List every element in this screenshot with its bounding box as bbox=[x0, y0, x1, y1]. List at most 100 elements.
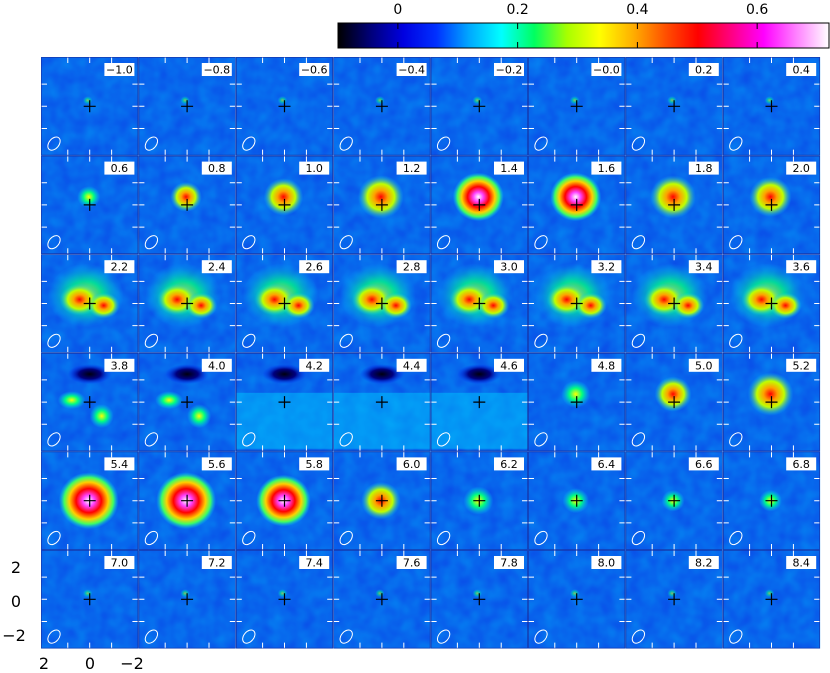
panel-ticks bbox=[41, 352, 139, 452]
beam-ellipse bbox=[436, 629, 451, 644]
panel-border bbox=[333, 254, 431, 353]
channel-panel: −0.2 bbox=[430, 57, 528, 156]
beam-ellipse bbox=[436, 432, 451, 447]
x-tick-label-middle: 0 bbox=[85, 654, 95, 673]
beam-ellipse bbox=[436, 530, 451, 546]
emission-blob bbox=[550, 172, 602, 222]
channel-panel: 3.4 bbox=[625, 254, 723, 353]
panel-label-box bbox=[688, 358, 719, 372]
beam-ellipse bbox=[729, 136, 743, 151]
panel-ticks bbox=[333, 451, 431, 550]
panel-border bbox=[528, 550, 626, 649]
center-marker bbox=[278, 297, 291, 310]
panel-label-box bbox=[396, 358, 427, 372]
colorbar-tick-label: 0.6 bbox=[746, 2, 768, 18]
panel-label-box bbox=[786, 358, 817, 372]
channel-panel: 4.0 bbox=[138, 352, 236, 452]
panel-label-box bbox=[104, 358, 135, 372]
beam-ellipse bbox=[47, 235, 61, 250]
center-marker bbox=[375, 593, 388, 606]
absorption-feature bbox=[359, 364, 404, 385]
panel-label-box bbox=[299, 260, 330, 274]
emission-knot bbox=[282, 292, 315, 319]
emission-blob bbox=[180, 589, 190, 598]
center-marker bbox=[765, 198, 778, 211]
beam-ellipse bbox=[242, 235, 256, 250]
center-marker bbox=[570, 100, 583, 113]
absorption-feature bbox=[262, 364, 307, 385]
panel-velocity-label: 0.6 bbox=[111, 162, 129, 175]
panel-ticks bbox=[138, 550, 236, 649]
beam-ellipse bbox=[47, 136, 61, 151]
channel-panel: 4.2 bbox=[235, 352, 334, 452]
panel-ticks bbox=[41, 254, 139, 353]
emission-blob bbox=[654, 376, 692, 412]
panel-ticks bbox=[722, 352, 821, 452]
panel-border bbox=[430, 57, 528, 156]
panel-velocity-label: 1.8 bbox=[695, 162, 713, 175]
panel-velocity-label: 3.4 bbox=[695, 261, 713, 274]
beam-ellipse bbox=[242, 530, 256, 546]
channel-panel: 1.8 bbox=[625, 155, 723, 255]
panel-ticks bbox=[528, 451, 626, 550]
panel-velocity-label: 7.8 bbox=[500, 557, 518, 570]
panel-border bbox=[722, 352, 820, 452]
panel-label-box bbox=[201, 63, 232, 76]
emission-blob bbox=[667, 589, 677, 598]
center-marker bbox=[765, 494, 778, 507]
channel-panel: 6.0 bbox=[333, 451, 431, 550]
emission-knot bbox=[379, 292, 412, 319]
panel-velocity-label: 7.4 bbox=[305, 557, 323, 570]
panel-label-box bbox=[104, 63, 135, 76]
panel-velocity-label: 6.0 bbox=[403, 458, 421, 471]
beam-ellipse bbox=[631, 136, 646, 151]
panel-border bbox=[138, 550, 236, 649]
panel-ticks bbox=[235, 352, 334, 452]
emission-blob bbox=[569, 589, 580, 598]
emission-knot bbox=[57, 391, 86, 410]
center-marker bbox=[181, 593, 194, 606]
panel-velocity-label: 1.6 bbox=[598, 162, 616, 175]
panel-ticks bbox=[625, 352, 723, 452]
beam-ellipse bbox=[47, 333, 61, 348]
panel-ticks bbox=[722, 155, 821, 255]
beam-ellipse bbox=[729, 530, 743, 546]
panel-velocity-label: 2.0 bbox=[792, 162, 810, 175]
panel-label-box bbox=[104, 556, 135, 569]
panel-ticks bbox=[333, 155, 431, 255]
panel-label-box bbox=[201, 260, 232, 274]
panel-velocity-label: 3.0 bbox=[500, 261, 518, 274]
panel-label-box bbox=[786, 63, 817, 76]
panel-ticks bbox=[235, 451, 334, 550]
center-marker bbox=[473, 100, 486, 113]
panel-velocity-label: 6.2 bbox=[500, 458, 518, 471]
panel-velocity-label: 6.4 bbox=[598, 458, 616, 471]
panel-velocity-label: 4.2 bbox=[305, 359, 323, 372]
panel-label-box bbox=[299, 161, 330, 175]
beam-ellipse bbox=[339, 333, 353, 348]
panel-velocity-label: 5.6 bbox=[208, 458, 226, 471]
panel-label-box bbox=[299, 457, 330, 471]
beam-ellipse bbox=[144, 235, 159, 250]
center-marker bbox=[765, 593, 778, 606]
beam-ellipse bbox=[534, 629, 548, 644]
panel-border bbox=[528, 451, 626, 550]
emission-knot bbox=[672, 292, 705, 319]
panel-label-box bbox=[688, 63, 719, 76]
panel-velocity-label: 1.4 bbox=[500, 162, 518, 175]
channel-panel: 4.4 bbox=[333, 352, 431, 452]
panel-border bbox=[625, 451, 723, 550]
channel-panel: 5.2 bbox=[722, 352, 821, 452]
panel-border bbox=[430, 352, 528, 452]
beam-ellipse bbox=[144, 333, 159, 348]
panel-border bbox=[625, 254, 723, 353]
center-marker bbox=[83, 198, 96, 211]
panel-label-box bbox=[591, 260, 622, 274]
panel-label-box bbox=[396, 556, 427, 569]
panel-border bbox=[138, 57, 236, 156]
emission-blob bbox=[667, 95, 678, 105]
panel-velocity-label: −0.0 bbox=[593, 64, 620, 77]
beam-ellipse bbox=[534, 136, 548, 151]
panel-ticks bbox=[235, 57, 334, 156]
